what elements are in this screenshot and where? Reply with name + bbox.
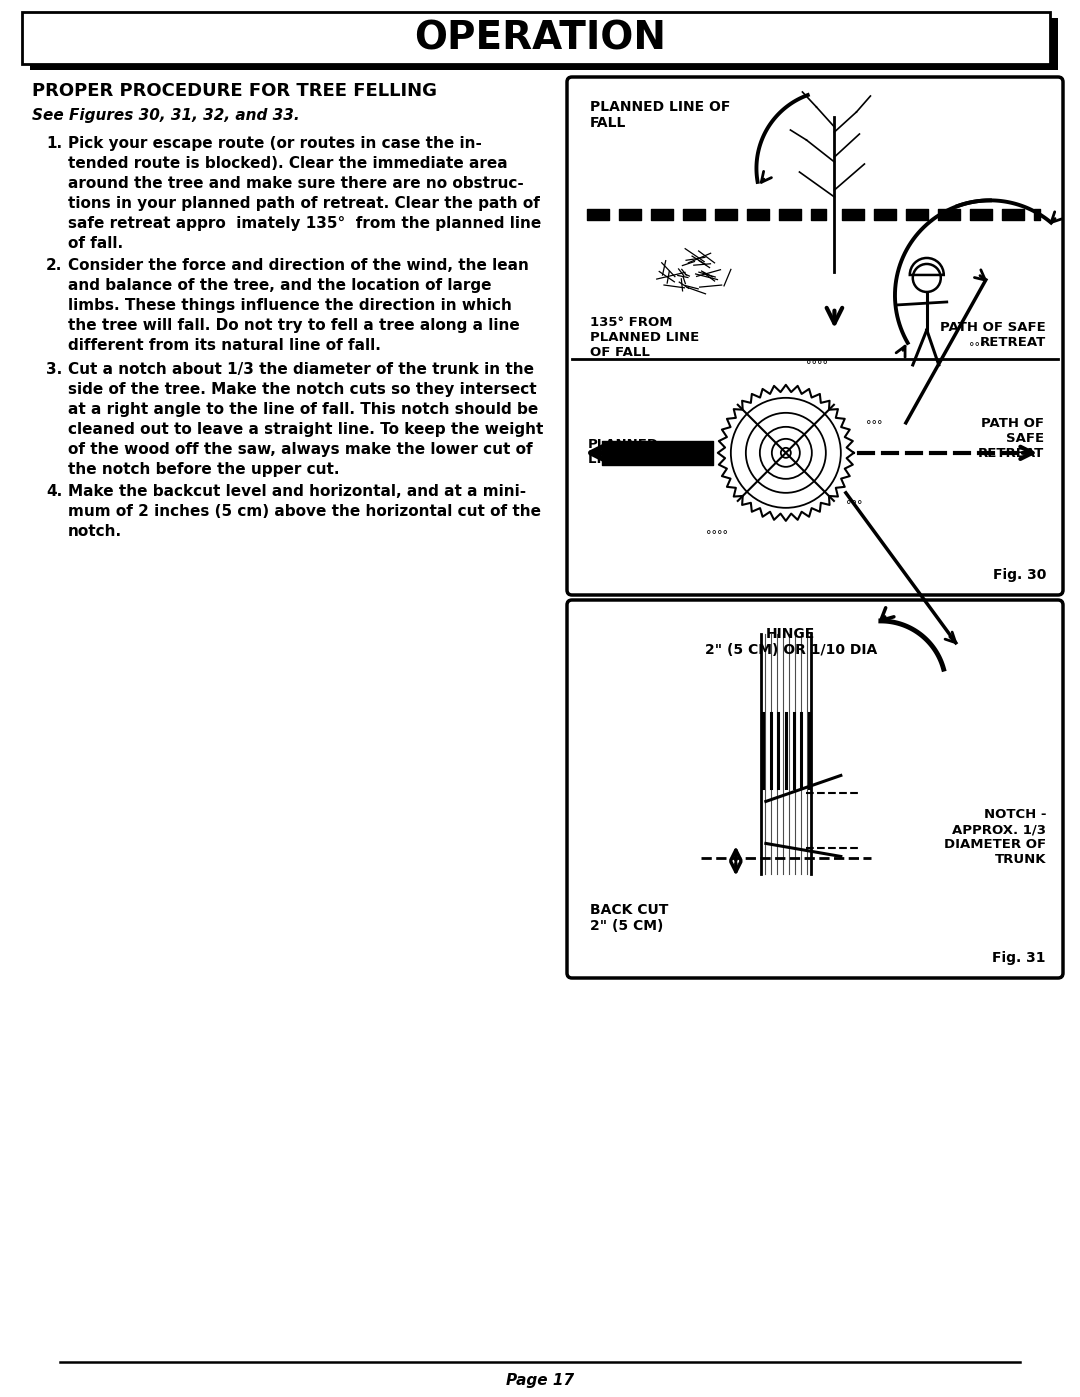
Text: °°°: °°°	[866, 420, 882, 430]
FancyBboxPatch shape	[567, 77, 1063, 595]
Text: °°°°: °°°°	[806, 360, 828, 370]
Text: 135° FROM
PLANNED LINE
OF FALL: 135° FROM PLANNED LINE OF FALL	[590, 316, 699, 359]
Text: PATH OF
SAFE
RETREAT: PATH OF SAFE RETREAT	[977, 418, 1044, 460]
Text: °°°°: °°°°	[706, 529, 728, 539]
Text: 2.: 2.	[46, 258, 63, 272]
Text: 3.: 3.	[46, 362, 63, 377]
Text: Cut a notch about 1/3 the diameter of the trunk in the
side of the tree. Make th: Cut a notch about 1/3 the diameter of th…	[68, 362, 543, 478]
Text: 1.: 1.	[46, 136, 63, 151]
Text: Pick your escape route (or routes in case the in-
tended route is blocked). Clea: Pick your escape route (or routes in cas…	[68, 136, 541, 251]
Text: Page 17: Page 17	[505, 1373, 575, 1389]
Text: BACK CUT
2" (5 CM): BACK CUT 2" (5 CM)	[590, 902, 669, 933]
Text: PROPER PROCEDURE FOR TREE FELLING: PROPER PROCEDURE FOR TREE FELLING	[32, 82, 437, 101]
Text: PLANNED LINE OF
FALL: PLANNED LINE OF FALL	[590, 101, 730, 130]
Text: See Figures 30, 31, 32, and 33.: See Figures 30, 31, 32, and 33.	[32, 108, 299, 123]
Text: OPERATION: OPERATION	[414, 20, 666, 57]
Text: Fig. 31: Fig. 31	[993, 951, 1047, 965]
FancyBboxPatch shape	[30, 18, 1058, 70]
Text: °°°: °°°	[969, 342, 985, 352]
FancyBboxPatch shape	[567, 599, 1063, 978]
Text: 4.: 4.	[46, 483, 63, 499]
Text: Consider the force and direction of the wind, the lean
and balance of the tree, : Consider the force and direction of the …	[68, 258, 529, 353]
Text: PLANNED
LINE OF FALL: PLANNED LINE OF FALL	[588, 437, 686, 465]
Text: °°°: °°°	[846, 500, 862, 510]
Text: Make the backcut level and horizontal, and at a mini-
mum of 2 inches (5 cm) abo: Make the backcut level and horizontal, a…	[68, 483, 541, 539]
FancyBboxPatch shape	[22, 13, 1050, 64]
Text: HINGE
2" (5 CM) OR 1/10 DIA: HINGE 2" (5 CM) OR 1/10 DIA	[705, 627, 877, 657]
Text: Fig. 30: Fig. 30	[993, 569, 1047, 583]
Text: NOTCH -
APPROX. 1/3
DIAMETER OF
TRUNK: NOTCH - APPROX. 1/3 DIAMETER OF TRUNK	[944, 809, 1047, 866]
Text: PATH OF SAFE
RETREAT: PATH OF SAFE RETREAT	[941, 321, 1047, 349]
